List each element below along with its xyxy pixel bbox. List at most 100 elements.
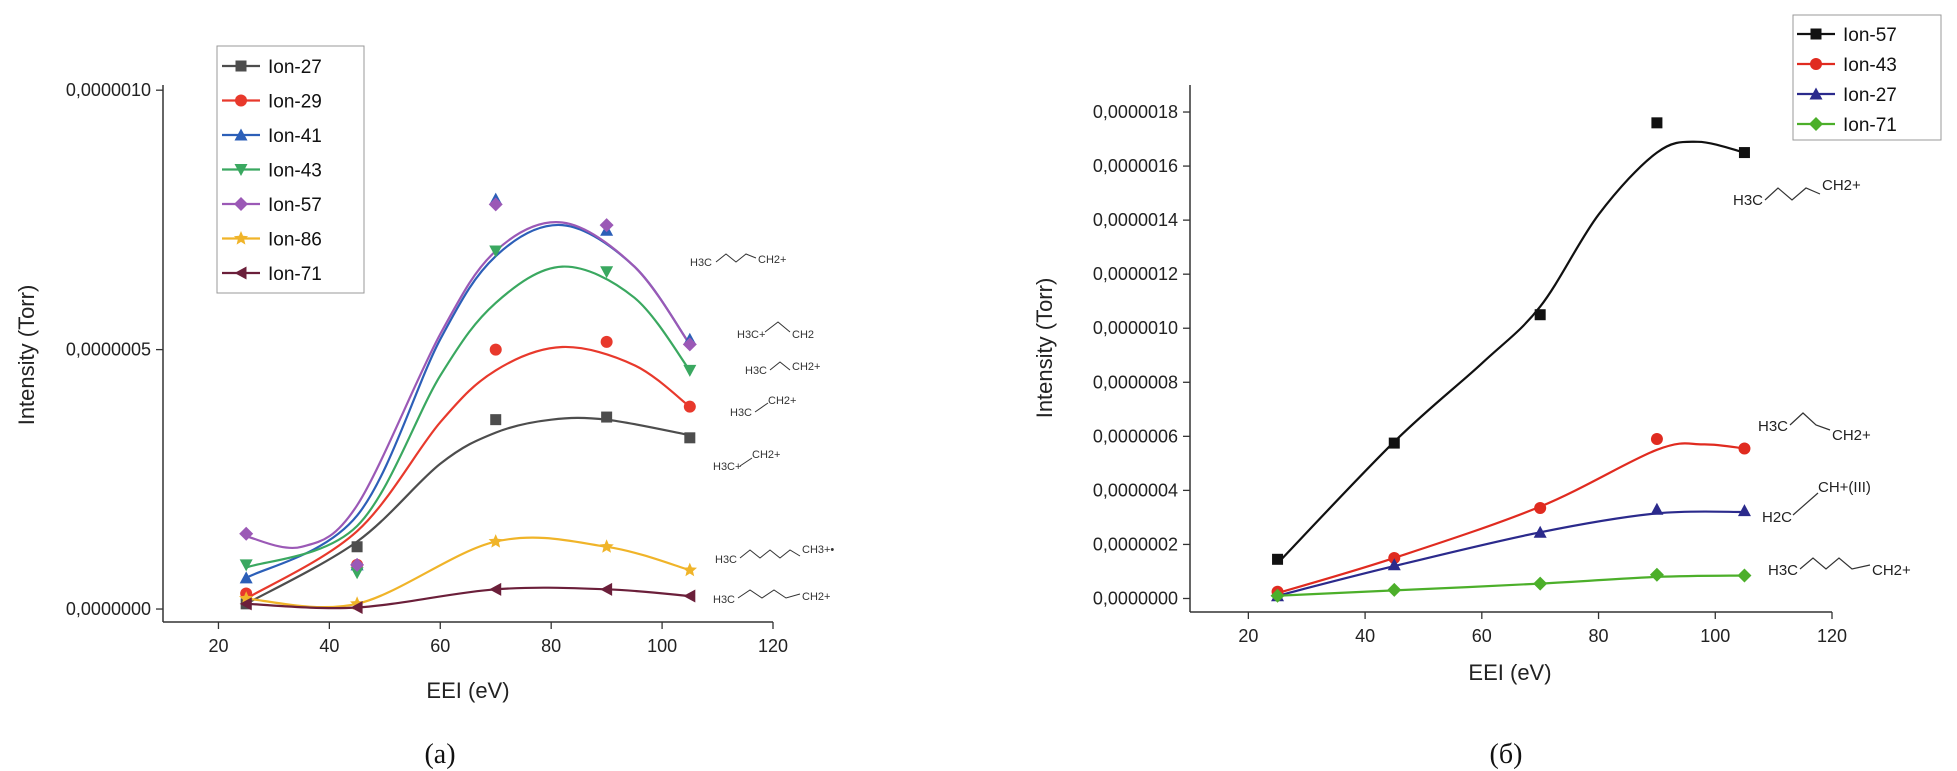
legend-marker [1810, 58, 1822, 70]
legend-label: Ion-71 [268, 264, 322, 285]
propyl-cation-structure: H3C CH2+ [745, 361, 820, 377]
x-tick-label: 20 [1238, 626, 1258, 646]
y-tick-label: 0,0000006 [1093, 426, 1178, 446]
ethyl-cation-structure: H3C CH2+ [730, 395, 796, 419]
legend-marker [235, 60, 247, 72]
data-point-ion-71 [489, 582, 502, 596]
data-point-ion-57 [488, 197, 503, 212]
data-point-ion-27 [490, 414, 502, 426]
data-point-ion-27 [601, 411, 613, 423]
data-point-ion-71 [239, 597, 252, 611]
y-tick-label: 0,0000004 [1093, 480, 1178, 500]
legend-marker [1809, 117, 1823, 131]
legend-label: Ion-43 [268, 161, 322, 182]
butyl-cation-structure: H3C CH2+ [1733, 177, 1861, 209]
y-axis-label: Intensity (Torr) [14, 285, 39, 426]
legend: Ion-57 Ion-43 Ion-27 Ion-71 [1792, 14, 1942, 141]
svg-text:H3C: H3C [1758, 418, 1788, 435]
x-axis-label: EEI (eV) [426, 678, 509, 703]
legend-label: Ion-27 [268, 57, 322, 78]
legend-label: Ion-86 [268, 230, 322, 251]
data-point-ion-57 [1738, 147, 1750, 159]
svg-text:CH2+: CH2+ [758, 254, 786, 266]
butyl-cation-structure: H3C CH2+ [690, 253, 786, 269]
data-point-ion-71 [1737, 568, 1752, 583]
y-tick-label: 0,0000005 [66, 340, 151, 360]
x-tick-label: 60 [430, 636, 450, 656]
allyl-cation-structure: H3C+ CH2 [737, 321, 814, 341]
x-tick-label: 80 [541, 636, 561, 656]
x-axis-label: EEI (eV) [1468, 660, 1551, 685]
data-point-ion-27 [1737, 504, 1751, 517]
data-point-ion-43 [489, 245, 503, 258]
data-point-ion-43 [683, 364, 697, 377]
legend-marker [233, 231, 249, 245]
fit-line-ion-27 [245, 416, 691, 605]
x-tick-label: 60 [1472, 626, 1492, 646]
data-point-ion-57 [599, 218, 614, 233]
data-point-ion-71 [1387, 582, 1402, 597]
fit-line-ion-86 [246, 536, 691, 609]
data-point-ion-27 [351, 541, 363, 553]
svg-text:H3C+: H3C+ [713, 461, 741, 473]
y-tick-label: 0,0000000 [1093, 588, 1178, 608]
data-point-ion-86 [488, 534, 503, 548]
legend-marker [234, 197, 248, 211]
legend-marker [234, 128, 248, 141]
svg-text:CH2+: CH2+ [802, 591, 830, 603]
y-tick-label: 0,0000014 [1093, 210, 1178, 230]
legend-label: Ion-27 [1843, 85, 1897, 106]
chart-panel-b: EEI (eV) Intensity (Torr) (б) 20 40 60 80 10… [1032, 14, 1942, 770]
svg-text:CH2+: CH2+ [752, 449, 780, 461]
data-point-ion-57 [350, 557, 365, 572]
data-point-ion-27 [1650, 502, 1664, 515]
y-tick-label: 0,0000000 [66, 599, 151, 619]
data-point-ion-27 [684, 432, 696, 444]
data-point-ion-71 [683, 589, 696, 603]
data-point-ion-29 [683, 400, 696, 413]
data-point-ion-43 [600, 266, 614, 279]
fit-line-ion-71 [246, 586, 690, 610]
data-point-ion-71 [1649, 567, 1664, 582]
svg-text:H3C: H3C [713, 594, 735, 606]
data-point-ion-57 [1534, 309, 1546, 321]
y-tick-label: 0,0000012 [1093, 264, 1178, 284]
molecule-annotations: H3C CH2+ H3C CH2+ H2C CH+(III) H3C CH2+ [1733, 177, 1911, 579]
svg-text:H3C: H3C [690, 257, 712, 269]
legend-marker [235, 94, 247, 107]
data-point-ion-27 [1387, 558, 1401, 571]
svg-text:CH2+: CH2+ [792, 361, 820, 373]
data-point-ion-57 [682, 337, 697, 352]
legend-label: Ion-41 [268, 126, 322, 147]
svg-text:H3C: H3C [730, 407, 752, 419]
molecule-annotations: H3C CH2+ H3C+ CH2 H3C CH2+ H3C CH2+ H3C+ [690, 253, 834, 606]
x-tick-label: 80 [1589, 626, 1609, 646]
y-tick-label: 0,0000016 [1093, 156, 1178, 176]
fit-line-ion-43 [245, 265, 691, 569]
svg-text:H3C: H3C [1733, 192, 1763, 209]
y-axis-label: Intensity (Torr) [1032, 278, 1057, 419]
data-point-ion-43 [1534, 501, 1547, 514]
legend-label: Ion-29 [268, 92, 322, 113]
legend-marker [234, 164, 248, 176]
x-tick-label: 100 [647, 636, 677, 656]
y-tick-label: 0,0000008 [1093, 372, 1178, 392]
data-point-ion-57 [239, 526, 254, 541]
legend-label: Ion-43 [1843, 55, 1897, 76]
y-tick-label: 0,0000018 [1093, 102, 1178, 122]
x-tick-label: 40 [319, 636, 339, 656]
chart-panel-a: EEI (eV) Intensity (Torr) (a) 20 40 60 80 10… [14, 45, 834, 770]
y-tick-label: 0,0000002 [1093, 534, 1178, 554]
data-point-ion-43 [1388, 551, 1401, 564]
hexane-radical-cation-structure: H3C CH3+• [715, 544, 834, 566]
x-tick-label: 100 [1700, 626, 1730, 646]
legend-marker [234, 266, 247, 280]
panel-label-b: (б) [1490, 739, 1523, 770]
legend-marker [1809, 87, 1823, 100]
svg-text:H3C: H3C [715, 554, 737, 566]
svg-text:CH2+: CH2+ [1822, 177, 1861, 194]
data-point-ion-86 [599, 539, 614, 553]
legend-label: Ion-57 [268, 195, 322, 216]
svg-text:CH3+•: CH3+• [802, 544, 834, 556]
